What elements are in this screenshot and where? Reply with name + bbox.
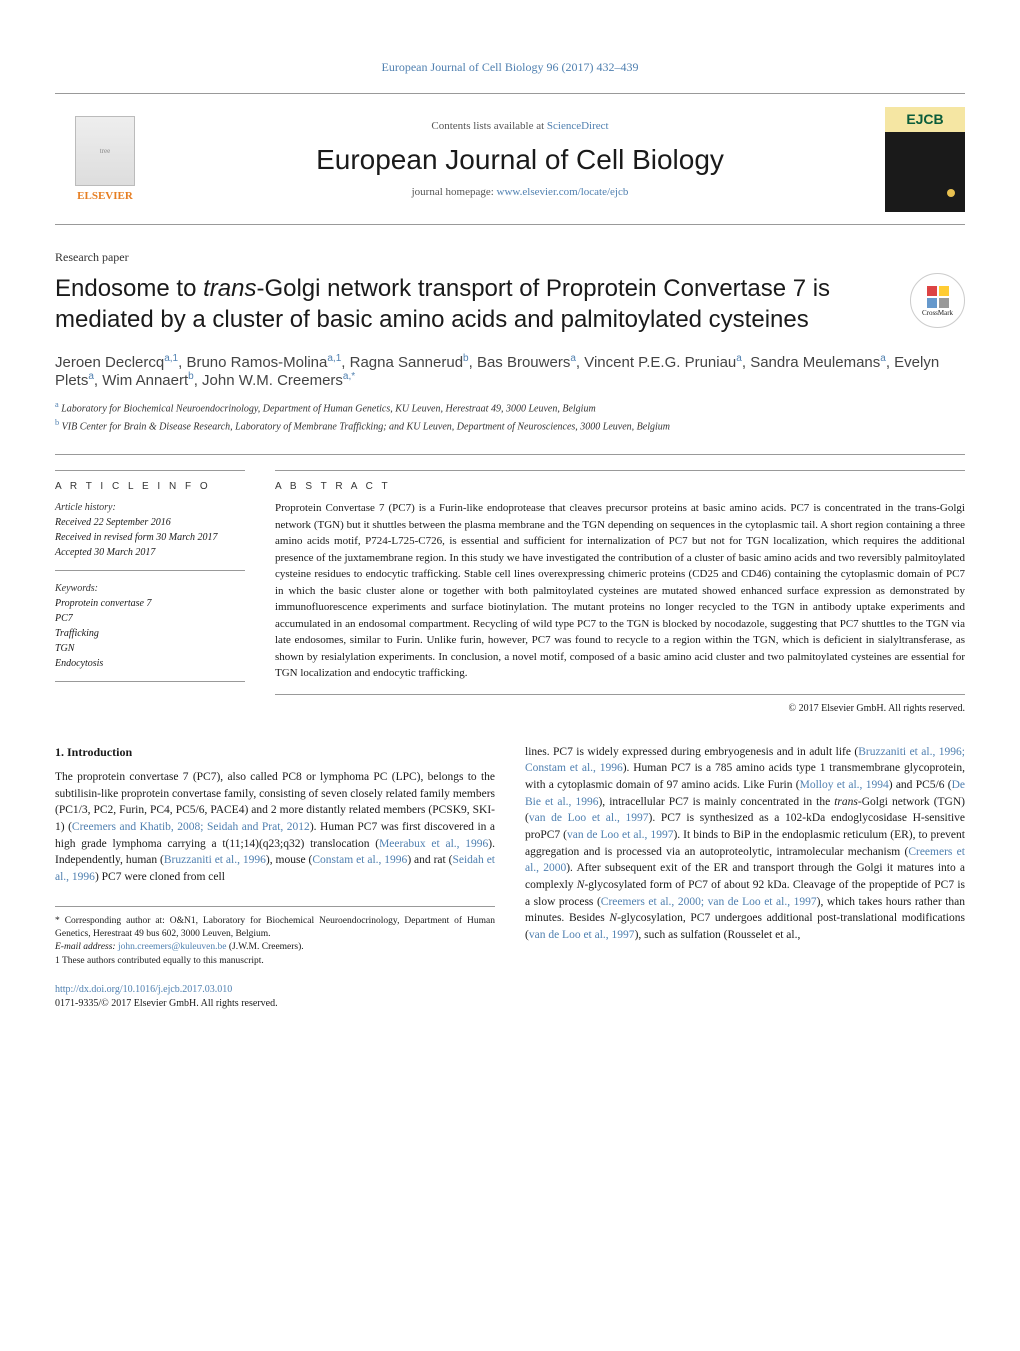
citation-link[interactable]: Bruzzaniti et al., 1996; Constam et al.,… xyxy=(525,746,965,775)
doi-link[interactable]: http://dx.doi.org/10.1016/j.ejcb.2017.03… xyxy=(55,984,232,995)
crossmark-blue-icon xyxy=(927,298,937,308)
title-part1: Endosome to xyxy=(55,275,203,302)
cover-abbrev: EJCB xyxy=(906,111,943,127)
history-label: Article history: xyxy=(55,500,245,515)
homepage-link[interactable]: www.elsevier.com/locate/ejcb xyxy=(497,186,629,198)
footnote-email-link[interactable]: john.creemers@kuleuven.be xyxy=(118,942,226,952)
crossmark-gray-icon xyxy=(939,298,949,308)
citation-link[interactable]: Meerabux et al., 1996 xyxy=(379,838,488,850)
journal-cover: EJCB xyxy=(885,107,965,212)
abstract-text: Proprotein Convertase 7 (PC7) is a Furin… xyxy=(275,500,965,695)
contents-prefix: Contents lists available at xyxy=(431,120,546,132)
footnote-email-suffix: (J.W.M. Creemers). xyxy=(226,942,303,952)
elsevier-text: ELSEVIER xyxy=(77,190,133,202)
article-info-heading: A R T I C L E I N F O xyxy=(55,481,245,492)
elsevier-tree-icon: tree xyxy=(75,116,135,186)
right-column: lines. PC7 is widely expressed during em… xyxy=(525,744,965,1012)
author: Vincent P.E.G. Pruniaua xyxy=(584,354,742,371)
homepage-prefix: journal homepage: xyxy=(412,186,497,198)
footnote-corresponding: * Corresponding author at: O&N1, Laborat… xyxy=(55,915,495,942)
crossmark-label: CrossMark xyxy=(922,309,953,317)
citation-link[interactable]: Creemers et al., 2000 xyxy=(525,846,965,875)
history-line: Accepted 30 March 2017 xyxy=(55,545,245,560)
paper-type: Research paper xyxy=(55,250,965,265)
footnotes: * Corresponding author at: O&N1, Laborat… xyxy=(55,906,495,968)
keyword: Trafficking xyxy=(55,626,245,641)
article-info-column: A R T I C L E I N F O Article history: R… xyxy=(55,470,245,714)
citation-link[interactable]: Seidah et al., 1996 xyxy=(55,854,495,883)
homepage-line: journal homepage: www.elsevier.com/locat… xyxy=(155,186,885,198)
keyword: Proprotein convertase 7 xyxy=(55,596,245,611)
intro-para-left: The proprotein convertase 7 (PC7), also … xyxy=(55,769,495,886)
keywords-label: Keywords: xyxy=(55,581,245,596)
contents-available: Contents lists available at ScienceDirec… xyxy=(155,120,885,132)
citation-link[interactable]: Creemers et al., 2000; van de Loo et al.… xyxy=(601,896,817,908)
journal-title: European Journal of Cell Biology xyxy=(155,144,885,176)
footnote-equal: 1 These authors contributed equally to t… xyxy=(55,955,495,968)
header-box: tree ELSEVIER Contents lists available a… xyxy=(55,93,965,225)
footnote-email-label: E-mail address: xyxy=(55,942,118,952)
citation-link[interactable]: Molloy et al., 1994 xyxy=(800,779,889,791)
citation-link[interactable]: Creemers and Khatib, 2008; Seidah and Pr… xyxy=(72,821,310,833)
elsevier-logo: tree ELSEVIER xyxy=(55,104,155,214)
author: Ragna Sannerudb xyxy=(350,354,469,371)
citation-link[interactable]: De Bie et al., 1996 xyxy=(525,779,965,808)
cover-dot-icon xyxy=(947,189,955,197)
abstract-heading: A B S T R A C T xyxy=(275,481,965,492)
author: John W.M. Creemersa,* xyxy=(202,372,355,389)
left-column: 1. Introduction The proprotein convertas… xyxy=(55,744,495,1012)
citation-link[interactable]: Bruzzaniti et al., 1996 xyxy=(164,854,266,866)
citation-link[interactable]: van de Loo et al., 1997 xyxy=(567,829,673,841)
keyword: TGN xyxy=(55,641,245,656)
journal-header: European Journal of Cell Biology 96 (201… xyxy=(55,60,965,75)
doi-block: http://dx.doi.org/10.1016/j.ejcb.2017.03… xyxy=(55,983,495,1012)
author: Bruno Ramos-Molinaa,1 xyxy=(186,354,341,371)
authors-list: Jeroen Declercqa,1, Bruno Ramos-Molinaa,… xyxy=(55,353,965,389)
citation-link[interactable]: van de Loo et al., 1997 xyxy=(529,812,649,824)
citation-link[interactable]: van de Loo et al., 1997 xyxy=(529,929,635,941)
author: Sandra Meulemansa xyxy=(750,354,886,371)
keyword: PC7 xyxy=(55,611,245,626)
history-line: Received 22 September 2016 xyxy=(55,515,245,530)
author: Bas Brouwersa xyxy=(477,354,576,371)
crossmark-red-icon xyxy=(927,286,937,296)
affiliation: a Laboratory for Biochemical Neuroendocr… xyxy=(55,399,965,416)
intro-para-right: lines. PC7 is widely expressed during em… xyxy=(525,744,965,944)
keyword: Endocytosis xyxy=(55,656,245,671)
crossmark-yellow-icon xyxy=(939,286,949,296)
affiliation: b VIB Center for Brain & Disease Researc… xyxy=(55,417,965,434)
citation-link[interactable]: Constam et al., 1996 xyxy=(312,854,407,866)
author: Jeroen Declercqa,1 xyxy=(55,354,178,371)
section-introduction: 1. Introduction xyxy=(55,744,495,761)
issn-line: 0171-9335/© 2017 Elsevier GmbH. All righ… xyxy=(55,997,495,1012)
affiliations: a Laboratory for Biochemical Neuroendocr… xyxy=(55,399,965,434)
history-line: Received in revised form 30 March 2017 xyxy=(55,530,245,545)
title-italic: trans xyxy=(203,275,256,302)
article-title: Endosome to trans-Golgi network transpor… xyxy=(55,273,890,335)
crossmark-badge[interactable]: CrossMark xyxy=(910,273,965,328)
abstract-column: A B S T R A C T Proprotein Convertase 7 … xyxy=(275,470,965,714)
copyright: © 2017 Elsevier GmbH. All rights reserve… xyxy=(275,703,965,714)
author: Wim Annaertb xyxy=(102,372,193,389)
sciencedirect-link[interactable]: ScienceDirect xyxy=(547,120,609,132)
